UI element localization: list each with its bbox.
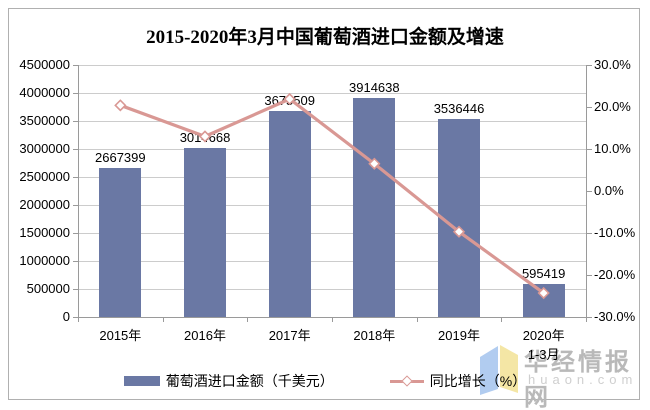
bar-value-label: 2667399: [95, 149, 146, 165]
x-axis-label: 2016年: [184, 328, 226, 343]
right-axis-tick: [587, 149, 592, 150]
line-marker: [283, 92, 296, 106]
right-axis-tick: [587, 65, 592, 66]
left-axis-tick-label: 500000: [26, 281, 70, 296]
left-axis-tick: [73, 177, 78, 178]
bar-2018年: [353, 97, 396, 317]
x-axis-label: 2020年 1-3月: [522, 328, 565, 362]
line-marker: [114, 99, 127, 112]
right-axis-tick: [587, 233, 592, 234]
x-axis-tick: [332, 318, 333, 322]
right-axis-tick-label: -20.0%: [594, 267, 636, 282]
bar-value-label: 595419: [521, 265, 566, 281]
x-axis-tick: [501, 318, 503, 322]
left-axis-tick: [73, 233, 78, 234]
right-axis-tick-label: -30.0%: [594, 309, 636, 324]
x-axis-line: [78, 317, 587, 318]
right-axis-tick-label: 10.0%: [594, 141, 631, 156]
growth-trend-line: [114, 92, 550, 300]
line-marker: [452, 225, 466, 238]
legend-line-label: 同比增长（%）: [429, 373, 527, 389]
bar-2015年: [99, 167, 142, 317]
left-axis-tick: [73, 205, 78, 206]
left-axis-tick-label: 0: [62, 309, 70, 324]
left-axis-tick-label: 3000000: [19, 141, 70, 156]
right-axis-tick: [587, 191, 592, 192]
watermark-domain: huaon.com: [528, 372, 638, 387]
x-axis-label: 2015年: [99, 328, 142, 343]
x-axis-tick: [78, 318, 79, 322]
gridline: [78, 149, 586, 150]
gridline: [78, 261, 586, 262]
left-axis-tick-label: 4000000: [19, 85, 70, 100]
left-axis-tick: [73, 289, 78, 290]
legend-bar-label: 葡萄酒进口金额（千美元）: [165, 373, 334, 389]
bar-2019年: [438, 118, 480, 317]
left-axis-tick: [73, 317, 78, 318]
huaon-logo-icon: [480, 345, 518, 395]
bar-series-swatch-icon: [123, 376, 160, 386]
trend-line-stroke: [119, 97, 545, 295]
bar-2016年: [184, 148, 226, 317]
chart-border: [8, 8, 640, 400]
right-axis-tick: [587, 317, 592, 318]
line-marker: [368, 157, 381, 170]
left-axis-tick: [73, 149, 78, 150]
line-marker: [198, 130, 212, 143]
line-marker: [537, 286, 550, 300]
x-axis-tick: [247, 318, 249, 322]
legend-item-line: 同比增长（%）: [389, 371, 527, 391]
left-axis-tick-label: 1500000: [19, 225, 70, 240]
left-axis-tick-label: 1000000: [19, 253, 70, 268]
left-axis-tick-label: 4500000: [19, 57, 70, 72]
right-axis-tick: [587, 107, 592, 108]
right-axis-tick: [587, 275, 592, 276]
gridline: [78, 121, 586, 122]
right-axis-tick-label: 30.0%: [594, 57, 631, 72]
right-axis-tick-label: 20.0%: [594, 99, 631, 114]
x-axis-tick: [416, 318, 418, 322]
gridline: [78, 93, 586, 94]
left-axis-line: [78, 65, 79, 317]
bar-value-label: 3914638: [349, 79, 400, 95]
right-axis-tick-label: -10.0%: [594, 225, 636, 240]
left-axis-tick-label: 2000000: [19, 197, 70, 212]
x-axis-label: 2019年: [438, 328, 480, 343]
x-axis-label: 2018年: [353, 328, 396, 343]
line-swatch-marker: [401, 375, 413, 387]
right-axis-tick-label: 0.0%: [594, 183, 624, 198]
gridline: [78, 289, 586, 290]
left-axis-tick: [73, 65, 78, 66]
x-axis-label: 2017年: [268, 328, 311, 343]
watermark-brand: 华经情报网: [524, 349, 632, 410]
legend-item-bar: 葡萄酒进口金额（千美元）: [123, 371, 334, 391]
chart-title: 2015-2020年3月中国葡萄酒进口金额及增速: [146, 27, 504, 48]
left-axis-tick-label: 3500000: [19, 113, 70, 128]
left-axis-tick-label: 2500000: [19, 169, 70, 184]
gridline: [78, 233, 586, 234]
gridline: [78, 177, 586, 178]
gridline: [78, 65, 586, 66]
x-axis-tick: [162, 318, 164, 322]
legend: 葡萄酒进口金额（千美元） 同比增长（%）: [0, 371, 650, 391]
bar-2017年: [268, 111, 311, 317]
gridline: [78, 205, 586, 206]
left-axis-tick: [73, 261, 78, 262]
left-axis-tick: [73, 93, 78, 94]
left-axis-tick: [73, 121, 78, 122]
x-axis-tick: [586, 318, 587, 322]
right-axis-line: [586, 65, 587, 317]
line-series-swatch-icon: [389, 375, 424, 387]
bar-value-label: 3536446: [433, 100, 485, 116]
